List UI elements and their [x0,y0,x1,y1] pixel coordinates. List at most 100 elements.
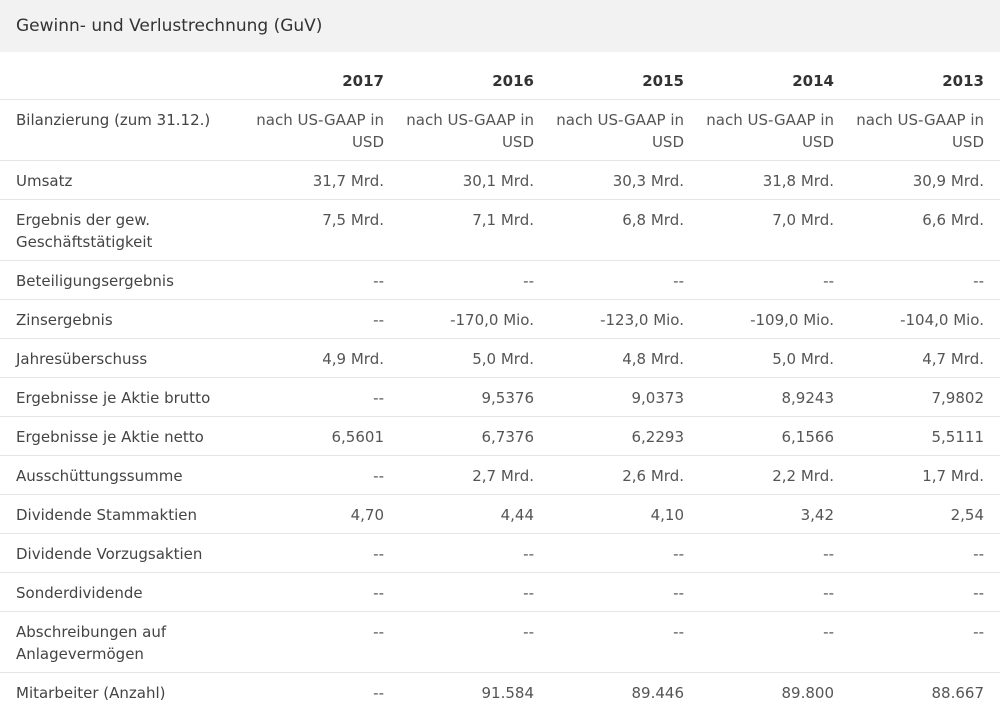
row-value: -- [373,388,384,407]
row-value: 89.446 [631,683,685,702]
row-label: Abschreibungen auf Anlagevermögen [16,622,167,663]
row-value: -- [823,271,834,290]
table-row: Ergebnis der gew. Geschäftstätigkeit 7,5 … [0,199,1000,260]
table-row: Ausschüttungssumme -- 2,7 Mrd. 2,6 Mrd. 2,2 … [0,455,1000,494]
row-value: 4,10 [650,505,684,524]
row-value: -- [373,466,384,485]
guv-table: 2017 2016 2015 2014 2013 Bilanzierung (z… [0,52,1000,711]
row-value: -- [373,271,384,290]
row-value: -- [973,544,984,563]
row-value: 6,1566 [781,427,835,446]
row-value: -104,0 Mio. [900,310,984,329]
row-value: 9,0373 [631,388,685,407]
row-label: Zinsergebnis [16,310,113,329]
row-value: -- [373,310,384,329]
row-value: nach US-GAAP in USD [406,110,534,151]
table-row: Ergebnisse je Aktie netto 6,5601 6,7376 6,2… [0,416,1000,455]
row-value: 31,8 Mrd. [762,171,834,190]
row-value: -170,0 Mio. [450,310,534,329]
row-value: 2,7 Mrd. [472,466,534,485]
row-label: Beteiligungsergebnis [16,271,174,290]
row-value: 2,2 Mrd. [772,466,834,485]
row-value: 3,42 [800,505,834,524]
row-label: Umsatz [16,171,73,190]
row-value: -- [373,544,384,563]
year-header: 2014 [792,72,834,90]
row-label: Sonderdividende [16,583,143,602]
row-value: 4,7 Mrd. [922,349,984,368]
row-value: -123,0 Mio. [600,310,684,329]
row-value: -- [673,622,684,641]
row-value: 5,5111 [931,427,985,446]
row-value: 6,8 Mrd. [622,210,684,229]
row-label: Ergebnisse je Aktie brutto [16,388,211,407]
row-label: Dividende Vorzugsaktien [16,544,203,563]
row-value: 30,3 Mrd. [612,171,684,190]
row-value: nach US-GAAP in USD [256,110,384,151]
row-value: 30,9 Mrd. [912,171,984,190]
row-value: 4,70 [350,505,384,524]
row-value: nach US-GAAP in USD [706,110,834,151]
year-header: 2015 [642,72,684,90]
row-value: -109,0 Mio. [750,310,834,329]
row-value: -- [673,271,684,290]
row-value: 89.800 [781,683,835,702]
row-value: -- [673,544,684,563]
table-row: Umsatz 31,7 Mrd. 30,1 Mrd. 30,3 Mrd. 31,8 Mr… [0,160,1000,199]
row-value: -- [523,583,534,602]
row-value: -- [823,544,834,563]
row-value: 7,0 Mrd. [772,210,834,229]
year-header: 2013 [942,72,984,90]
table-row: Dividende Stammaktien 4,70 4,44 4,10 3,42 2,5… [0,494,1000,533]
label-column-header [0,52,250,99]
row-value: -- [823,583,834,602]
row-value: 88.667 [931,683,985,702]
row-value: -- [523,271,534,290]
year-header: 2017 [342,72,384,90]
row-value: -- [523,544,534,563]
row-value: 6,6 Mrd. [922,210,984,229]
table-row: Abschreibungen auf Anlagevermögen -- -- -- -… [0,611,1000,672]
row-value: 7,1 Mrd. [472,210,534,229]
row-value: -- [523,622,534,641]
row-value: 9,5376 [481,388,535,407]
row-value: 6,5601 [331,427,385,446]
row-value: 30,1 Mrd. [462,171,534,190]
row-value: 31,7 Mrd. [312,171,384,190]
row-value: -- [673,583,684,602]
table-row: Mitarbeiter (Anzahl) -- 91.584 89.446 89.800… [0,672,1000,711]
row-value: -- [373,683,384,702]
row-value: -- [373,583,384,602]
row-value: 6,7376 [481,427,535,446]
row-value: 4,9 Mrd. [322,349,384,368]
row-value: 2,6 Mrd. [622,466,684,485]
year-header: 2016 [492,72,534,90]
row-value: 7,5 Mrd. [322,210,384,229]
table-row: Bilanzierung (zum 31.12.) nach US-GAAP in… [0,99,1000,160]
row-value: -- [373,622,384,641]
row-label: Mitarbeiter (Anzahl) [16,683,166,702]
row-label: Ergebnis der gew. Geschäftstätigkeit [16,210,153,251]
row-label: Jahresüberschuss [16,349,148,368]
row-value: 5,0 Mrd. [472,349,534,368]
table-header-row: 2017 2016 2015 2014 2013 [0,52,1000,99]
table-row: Dividende Vorzugsaktien -- -- -- -- -- [0,533,1000,572]
row-label: Ergebnisse je Aktie netto [16,427,204,446]
row-value: 4,8 Mrd. [622,349,684,368]
row-value: -- [973,622,984,641]
row-value: -- [823,622,834,641]
row-label: Ausschüttungssumme [16,466,183,485]
row-value: -- [973,271,984,290]
row-label: Dividende Stammaktien [16,505,198,524]
row-value: 5,0 Mrd. [772,349,834,368]
table-row: Ergebnisse je Aktie brutto -- 9,5376 9,0373… [0,377,1000,416]
row-value: 4,44 [500,505,534,524]
row-value: -- [973,583,984,602]
row-value: 7,9802 [931,388,985,407]
row-value: 1,7 Mrd. [922,466,984,485]
table-row: Jahresüberschuss 4,9 Mrd. 5,0 Mrd. 4,8 Mrd.… [0,338,1000,377]
panel-title: Gewinn- und Verlustrechnung (GuV) [0,0,1000,52]
table-row: Zinsergebnis -- -170,0 Mio. -123,0 Mio. -109… [0,299,1000,338]
row-label: Bilanzierung (zum 31.12.) [16,110,211,129]
row-value: 2,54 [950,505,984,524]
